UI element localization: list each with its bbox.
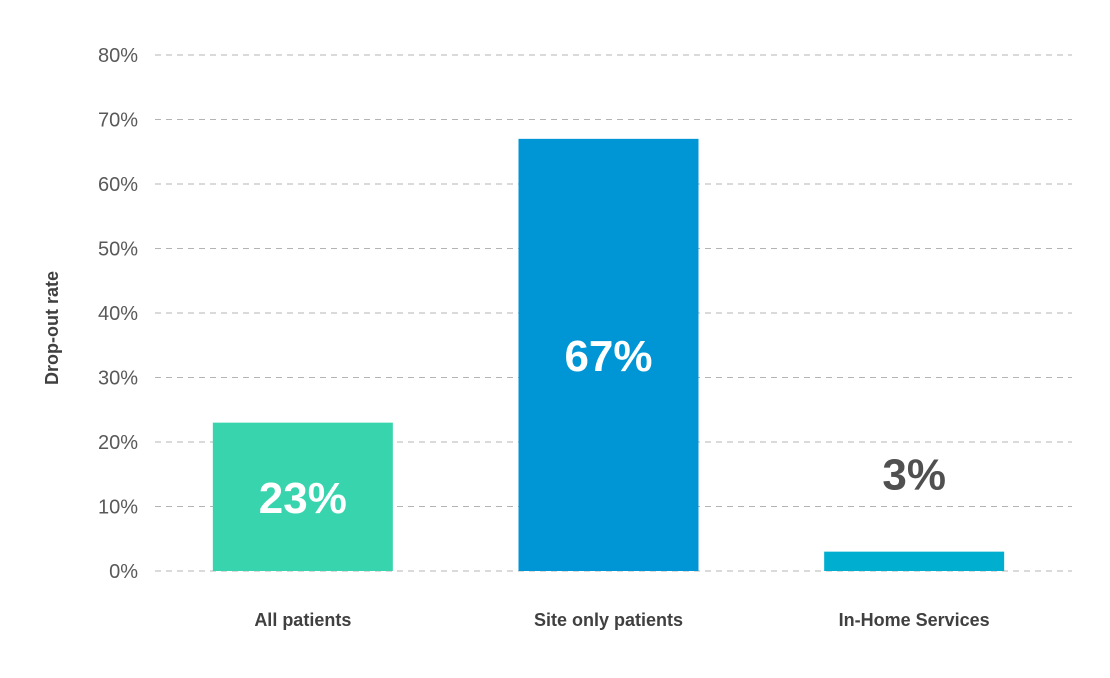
bar-in-home-services	[824, 551, 1005, 571]
y-tick-label: 80%	[98, 45, 138, 67]
data-label-all-patients: 23%	[259, 474, 347, 523]
y-tick-label: 20%	[98, 432, 138, 454]
data-label-site-only-patients: 67%	[564, 332, 652, 381]
x-axis-category-labels: All patients Site only patients In-Home Se…	[254, 610, 989, 630]
y-axis-tick-labels: 0% 10% 20% 30% 40% 50% 60% 70% 80%	[98, 45, 138, 583]
bars	[212, 138, 1005, 571]
x-tick-label-site-only-patients: Site only patients	[534, 610, 683, 630]
y-tick-label: 0%	[109, 561, 138, 583]
y-tick-label: 50%	[98, 239, 138, 261]
y-tick-label: 40%	[98, 303, 138, 325]
y-tick-label: 70%	[98, 110, 138, 132]
y-tick-label: 60%	[98, 174, 138, 196]
y-tick-label: 10%	[98, 497, 138, 519]
x-tick-label-all-patients: All patients	[254, 610, 351, 630]
bar-all-patients	[212, 422, 393, 571]
y-tick-label: 30%	[98, 368, 138, 390]
data-label-in-home-services: 3%	[882, 451, 946, 500]
x-tick-label-in-home-services: In-Home Services	[839, 610, 990, 630]
data-labels: 23% 67% 3%	[259, 332, 946, 523]
y-axis-title: Drop-out rate	[42, 271, 62, 385]
bar-site-only-patients	[518, 138, 699, 571]
